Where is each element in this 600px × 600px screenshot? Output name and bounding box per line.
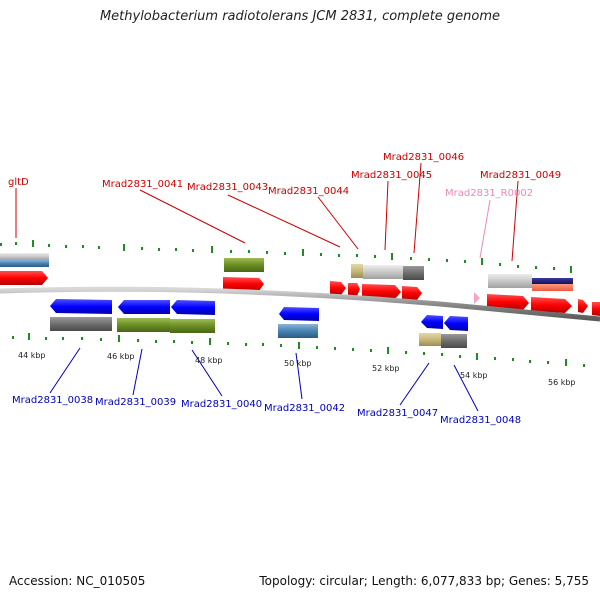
genome-backbone (0, 286, 600, 322)
forward-arrow-row (0, 271, 600, 316)
gene-arrow-R0002[interactable] (474, 292, 480, 304)
bottom-leader-lines (49, 347, 479, 412)
tick-label-50: 50 kbp (284, 359, 312, 368)
leader-0046 (413, 162, 422, 254)
gene-arrow-0047[interactable] (421, 315, 443, 329)
gene-box-olive[interactable] (224, 258, 264, 272)
gene-arrow-0046[interactable] (402, 286, 422, 300)
accession-text: Accession: NC_010505 (9, 574, 146, 588)
gene-box-gray[interactable] (0, 253, 49, 260)
gene-arrow-0039[interactable] (118, 300, 170, 314)
gene-label-0038[interactable]: Mrad2831_0038 (12, 395, 93, 406)
gene-arrow-0040[interactable] (171, 300, 215, 315)
bottom-gene-labels: Mrad2831_0038 Mrad2831_0039 Mrad2831_004… (12, 395, 521, 426)
gene-label-0047[interactable]: Mrad2831_0047 (357, 408, 438, 419)
gene-arrow-0043[interactable] (330, 281, 346, 295)
gene-box-olive[interactable] (170, 319, 215, 333)
gene-arrow-0042[interactable] (279, 307, 319, 321)
gene-box-navy[interactable] (532, 278, 573, 284)
top-gene-labels: gltD Mrad2831_0041 Mrad2831_0043 Mrad283… (8, 152, 561, 199)
tick-label-44: 44 kbp (18, 351, 46, 360)
gene-arrow-0048[interactable] (444, 316, 468, 331)
reverse-arrow-row (50, 299, 468, 331)
gene-label-0048[interactable]: Mrad2831_0048 (440, 415, 521, 426)
gene-box-khaki[interactable] (419, 333, 441, 346)
gene-box-steel[interactable] (0, 260, 49, 267)
upper-tick-ruler (0, 240, 572, 273)
gene-label-0041[interactable]: Mrad2831_0041 (102, 179, 183, 190)
gene-box-darkgray[interactable] (441, 334, 467, 348)
gene-arrow-0049[interactable] (487, 294, 529, 310)
tick-label-54: 54 kbp (460, 371, 488, 380)
genome-title: Methylobacterium radiotolerans JCM 2831,… (99, 9, 501, 24)
gene-arrow-0044[interactable] (348, 283, 360, 296)
leader-0045 (384, 180, 389, 251)
gene-label-0044[interactable]: Mrad2831_0044 (268, 186, 349, 197)
gene-arrow-0041[interactable] (223, 277, 264, 291)
gene-label-0042[interactable]: Mrad2831_0042 (264, 403, 345, 414)
gene-label-gltD[interactable]: gltD (8, 177, 29, 188)
leader-0041 (139, 189, 246, 244)
gene-label-0043[interactable]: Mrad2831_0043 (187, 182, 268, 193)
gene-arrow-0049b[interactable] (531, 297, 572, 313)
gene-box-gray[interactable] (488, 274, 532, 288)
tick-label-46: 46 kbp (107, 352, 135, 361)
leader-0043 (227, 194, 341, 248)
leader-0047 (399, 362, 430, 406)
gene-box-khaki[interactable] (351, 264, 363, 278)
gene-label-0039[interactable]: Mrad2831_0039 (95, 397, 176, 408)
gene-arrow-0038[interactable] (50, 299, 112, 314)
genome-summary-text: Topology: circular; Length: 6,077,833 bp… (259, 574, 589, 588)
gene-arrow[interactable] (578, 299, 588, 313)
tick-labels: 44 kbp 46 kbp 48 kbp 50 kbp 52 kbp 54 kb… (18, 351, 576, 387)
tick-label-56: 56 kbp (548, 378, 576, 387)
leader-0040 (191, 349, 223, 397)
leader-0042 (295, 352, 303, 400)
gene-label-0049[interactable]: Mrad2831_0049 (480, 170, 561, 181)
leader-0038 (49, 347, 81, 394)
gene-box-darkgray[interactable] (50, 317, 112, 331)
leader-0048 (453, 364, 479, 412)
gene-arrow-gltD[interactable] (0, 271, 48, 285)
gene-arrow[interactable] (592, 302, 600, 316)
gene-label-0046[interactable]: Mrad2831_0046 (383, 152, 464, 163)
reverse-lower-row (50, 317, 467, 348)
forward-upper-row (0, 253, 573, 291)
gene-arrow-0045[interactable] (362, 284, 401, 299)
gene-box-salmon[interactable] (532, 284, 573, 291)
gene-box-darkgray[interactable] (403, 266, 424, 280)
leader-R0002 (479, 199, 491, 259)
leader-0044 (317, 196, 359, 250)
gene-label-0040[interactable]: Mrad2831_0040 (181, 399, 262, 410)
gene-box-olive[interactable] (117, 318, 170, 332)
top-leader-lines (15, 162, 519, 262)
tick-label-52: 52 kbp (372, 364, 400, 373)
gene-box-gray[interactable] (363, 265, 403, 279)
lower-tick-ruler (12, 333, 585, 367)
tick-label-48: 48 kbp (195, 356, 223, 365)
gene-label-R0002[interactable]: Mrad2831_R0002 (445, 188, 533, 199)
gene-box-steel[interactable] (278, 324, 318, 338)
gene-label-0045[interactable]: Mrad2831_0045 (351, 170, 432, 181)
leader-0049 (511, 180, 519, 262)
leader-0039 (132, 348, 143, 396)
